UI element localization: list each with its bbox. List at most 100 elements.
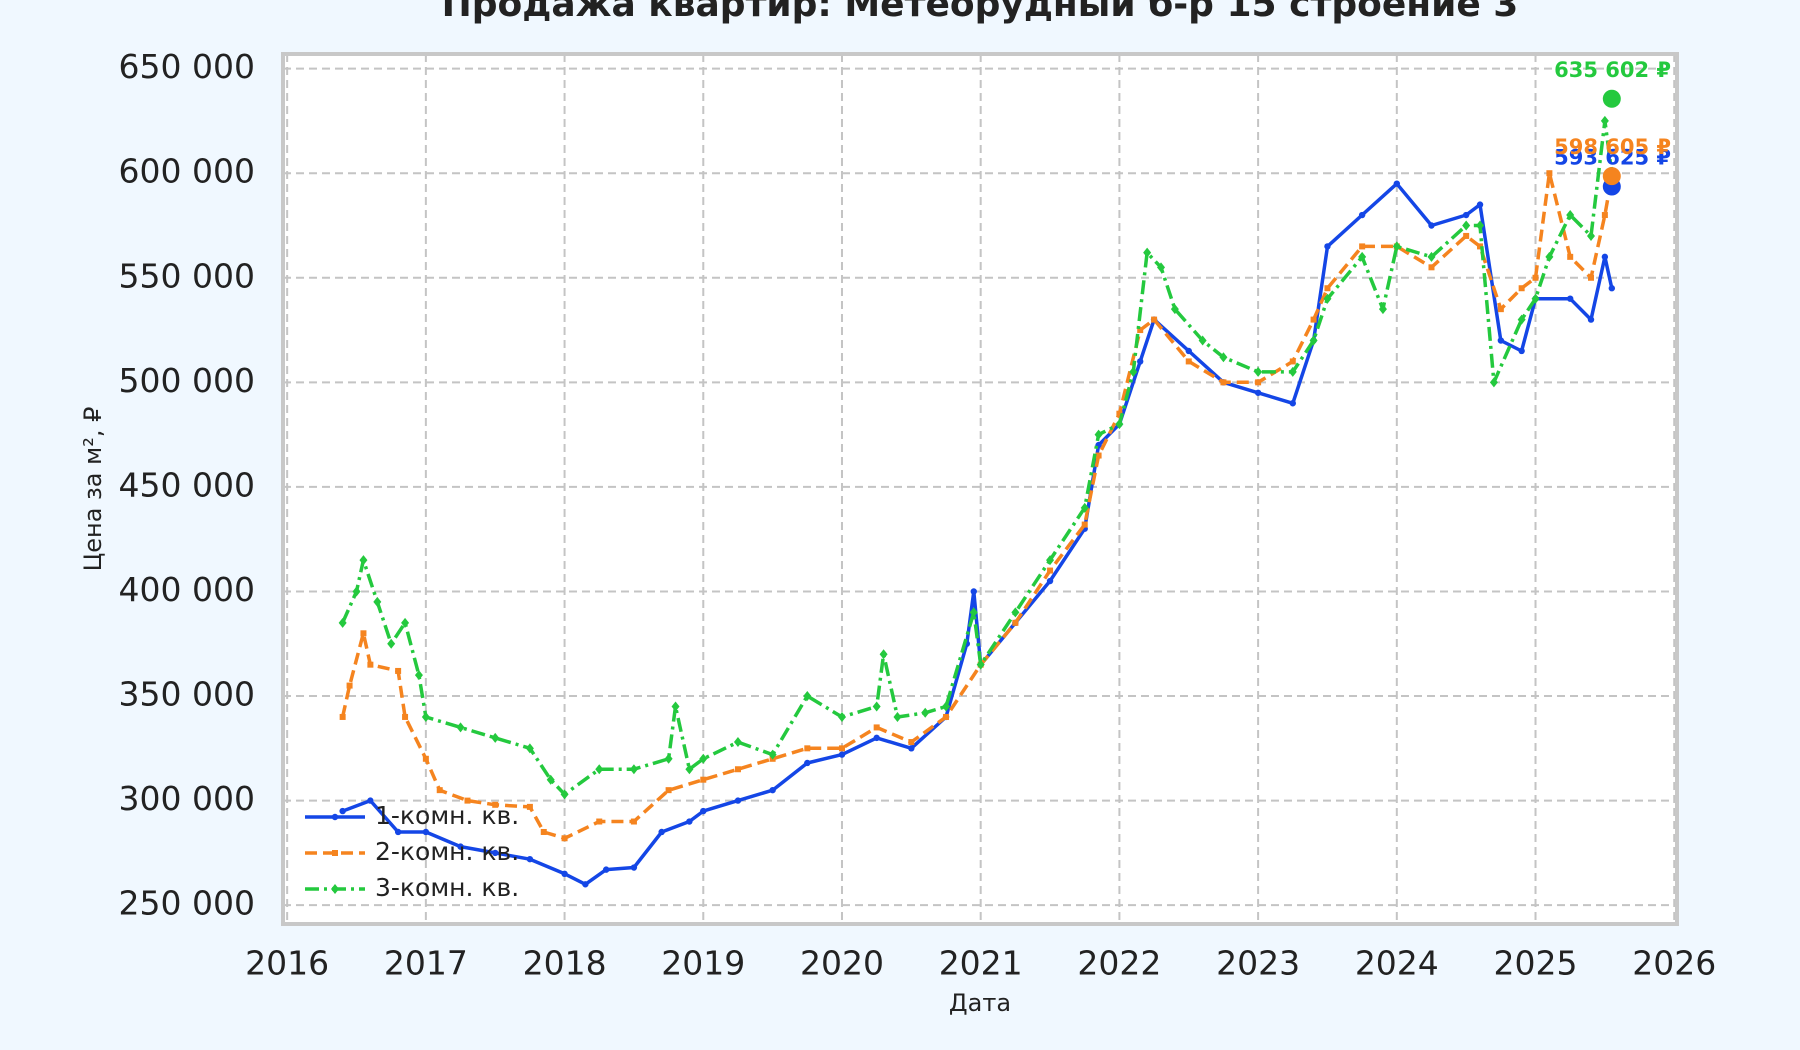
legend-label: 2-комн. кв. [375, 837, 519, 866]
point-marker [457, 843, 464, 850]
point-marker [1587, 230, 1596, 241]
point-marker [1137, 358, 1144, 365]
point-marker [339, 807, 346, 815]
point-marker [837, 711, 846, 722]
point-marker [1254, 366, 1263, 377]
point-marker [804, 759, 811, 767]
point-marker [873, 724, 880, 731]
y-tick-label: 550 000 [119, 256, 255, 295]
point-marker [525, 743, 534, 754]
point-marker [1310, 316, 1317, 323]
point-marker [1428, 264, 1435, 271]
x-tick-label: 2018 [523, 944, 607, 983]
point-marker [394, 828, 402, 836]
end-marker [1602, 167, 1621, 186]
point-marker [491, 732, 500, 743]
point-marker [1137, 327, 1144, 334]
point-marker [540, 828, 547, 835]
point-marker [873, 734, 880, 742]
point-marker [1601, 212, 1608, 219]
point-marker [1532, 274, 1539, 281]
point-marker [1518, 347, 1525, 355]
point-marker [942, 701, 951, 712]
point-marker [1115, 419, 1124, 430]
point-marker [908, 745, 915, 752]
point-marker [1080, 502, 1089, 513]
point-marker [664, 753, 673, 764]
point-marker [1497, 306, 1504, 313]
x-axis-label: Дата [949, 989, 1011, 1017]
point-marker [546, 774, 555, 785]
point-marker [1323, 293, 1332, 304]
point-marker [1255, 379, 1262, 386]
point-marker [804, 745, 811, 752]
point-marker [602, 866, 610, 873]
y-tick-label: 650 000 [119, 47, 255, 86]
point-marker [1489, 377, 1498, 388]
y-tick-label: 600 000 [119, 152, 255, 191]
x-tick-label: 2021 [939, 944, 1023, 983]
point-marker [685, 764, 694, 775]
legend-marker [332, 850, 338, 856]
point-marker [1477, 243, 1484, 250]
point-marker [1011, 607, 1020, 618]
point-marker [734, 766, 741, 773]
point-marker [629, 764, 638, 775]
legend-label: 3-комн. кв. [375, 873, 519, 902]
point-marker [1129, 366, 1138, 377]
point-marker [1185, 347, 1192, 355]
point-marker [492, 801, 499, 808]
point-marker [595, 764, 604, 775]
point-marker [1185, 358, 1192, 365]
x-tick-label: 2025 [1494, 944, 1578, 983]
point-marker [969, 607, 978, 618]
point-marker [1358, 211, 1366, 219]
point-marker [1545, 251, 1554, 262]
x-tick-label: 2016 [245, 944, 329, 983]
point-marker [395, 667, 402, 674]
x-tick-label: 2019 [661, 944, 745, 983]
point-marker [1517, 314, 1526, 325]
point-marker [436, 787, 443, 794]
point-marker [665, 787, 672, 794]
point-marker [803, 691, 812, 702]
point-marker [1531, 293, 1540, 304]
point-marker [1462, 220, 1471, 231]
point-marker [1198, 335, 1207, 346]
point-marker [561, 835, 568, 842]
point-marker [1254, 389, 1262, 396]
point-marker [1608, 285, 1616, 292]
point-marker [1600, 115, 1609, 126]
point-marker [1081, 521, 1088, 528]
point-marker [1427, 251, 1436, 262]
legend-marker [331, 813, 339, 821]
point-marker [1219, 352, 1228, 363]
point-marker [700, 807, 707, 815]
legend-label: 1-комн. кв. [375, 801, 519, 830]
point-marker [921, 707, 930, 718]
point-marker [421, 711, 430, 722]
point-marker [630, 864, 638, 871]
point-marker [1324, 243, 1331, 250]
point-marker [1116, 410, 1123, 417]
point-marker [768, 749, 777, 760]
point-marker [1601, 253, 1609, 261]
point-marker [1151, 316, 1158, 323]
point-marker [671, 701, 680, 712]
point-marker [339, 713, 346, 720]
point-marker [1518, 285, 1525, 292]
end-label: 635 602 ₽ [1554, 58, 1671, 82]
point-marker [1428, 222, 1435, 229]
point-marker [699, 753, 708, 764]
x-tick-label: 2020 [800, 944, 884, 983]
point-marker [1289, 400, 1296, 407]
point-marker [686, 818, 693, 825]
point-marker [560, 789, 569, 800]
point-marker [1566, 295, 1574, 302]
point-marker [838, 745, 845, 752]
point-marker [414, 670, 423, 681]
point-marker [769, 786, 776, 794]
y-tick-label: 400 000 [119, 570, 255, 609]
point-marker [1359, 243, 1366, 250]
